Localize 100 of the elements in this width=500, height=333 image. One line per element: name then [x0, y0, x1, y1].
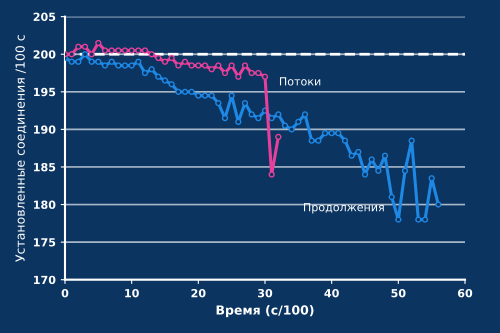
point — [128, 47, 135, 54]
point — [222, 114, 228, 122]
series-label: Продолжения — [304, 203, 384, 214]
point — [348, 152, 355, 159]
point — [215, 100, 222, 106]
point — [188, 88, 195, 95]
point — [268, 114, 275, 122]
y-tick-label: 195 — [34, 88, 56, 96]
x-tick-label: 30 — [258, 288, 272, 298]
point — [355, 148, 362, 156]
point — [135, 58, 142, 65]
point — [155, 74, 162, 80]
y-tick-label: 170 — [34, 276, 56, 284]
point — [82, 44, 88, 50]
point — [228, 92, 235, 99]
point — [262, 74, 268, 80]
point — [162, 77, 168, 84]
point — [175, 62, 182, 69]
y-tick-label: 180 — [34, 200, 56, 209]
point — [335, 130, 342, 136]
point — [102, 62, 108, 69]
series-label: Потоки — [280, 77, 320, 86]
point — [195, 62, 202, 69]
point — [428, 175, 435, 182]
point — [88, 51, 95, 58]
x-tick-label: 20 — [191, 288, 206, 298]
point — [308, 138, 315, 144]
point — [135, 47, 142, 54]
point — [415, 216, 422, 223]
point — [202, 92, 208, 99]
point — [122, 47, 128, 54]
y-tick-label: 185 — [34, 162, 56, 172]
y-tick-label: 175 — [34, 238, 56, 247]
point — [188, 62, 195, 69]
point — [128, 62, 135, 69]
point — [255, 114, 262, 122]
y-tick-label: 200 — [34, 50, 56, 59]
point — [242, 62, 248, 69]
point — [255, 70, 262, 76]
point — [182, 88, 188, 95]
point — [208, 66, 215, 72]
point — [422, 216, 428, 223]
point — [295, 118, 302, 126]
point — [208, 92, 215, 99]
point — [322, 130, 328, 136]
point — [182, 58, 188, 65]
point — [235, 74, 242, 80]
point — [108, 58, 115, 65]
point — [195, 92, 202, 99]
y-tick-label: 205 — [34, 12, 56, 22]
point — [242, 100, 248, 106]
point — [102, 47, 108, 54]
point — [115, 47, 122, 54]
point — [395, 216, 402, 223]
point — [75, 58, 82, 65]
point — [88, 58, 95, 65]
point — [142, 47, 148, 54]
point — [388, 194, 395, 200]
point — [142, 70, 148, 76]
point — [222, 70, 228, 76]
point — [402, 168, 408, 174]
point — [108, 47, 115, 54]
x-tick-label: 60 — [458, 288, 472, 298]
point — [215, 62, 222, 69]
point — [155, 54, 162, 62]
point — [122, 62, 128, 69]
point — [268, 171, 275, 178]
point — [168, 54, 175, 62]
point — [228, 62, 235, 69]
point — [408, 138, 415, 144]
point — [168, 81, 175, 88]
point — [302, 111, 308, 118]
y-tick-label: 190 — [34, 125, 56, 134]
point — [75, 44, 82, 50]
point — [275, 134, 282, 140]
point — [282, 122, 288, 129]
point — [435, 201, 442, 208]
point — [95, 58, 102, 65]
point — [315, 138, 322, 144]
x-tick-label: 0 — [62, 288, 68, 298]
x-tick-label: 10 — [125, 288, 139, 298]
point — [68, 51, 75, 58]
x-tick-label: 50 — [391, 288, 406, 298]
point — [362, 171, 368, 178]
point — [342, 138, 348, 144]
point — [68, 58, 75, 65]
y-axis-title: Установленные соединения /100 с — [15, 35, 26, 262]
point — [82, 51, 88, 58]
point — [275, 111, 282, 118]
point — [235, 118, 242, 126]
point — [248, 70, 255, 76]
point — [382, 152, 388, 159]
point — [248, 111, 255, 118]
point — [95, 40, 102, 46]
point — [202, 62, 208, 69]
point — [148, 51, 155, 58]
point — [328, 130, 335, 136]
point — [148, 66, 155, 72]
x-tick-label: 40 — [324, 288, 339, 298]
point — [288, 126, 295, 133]
